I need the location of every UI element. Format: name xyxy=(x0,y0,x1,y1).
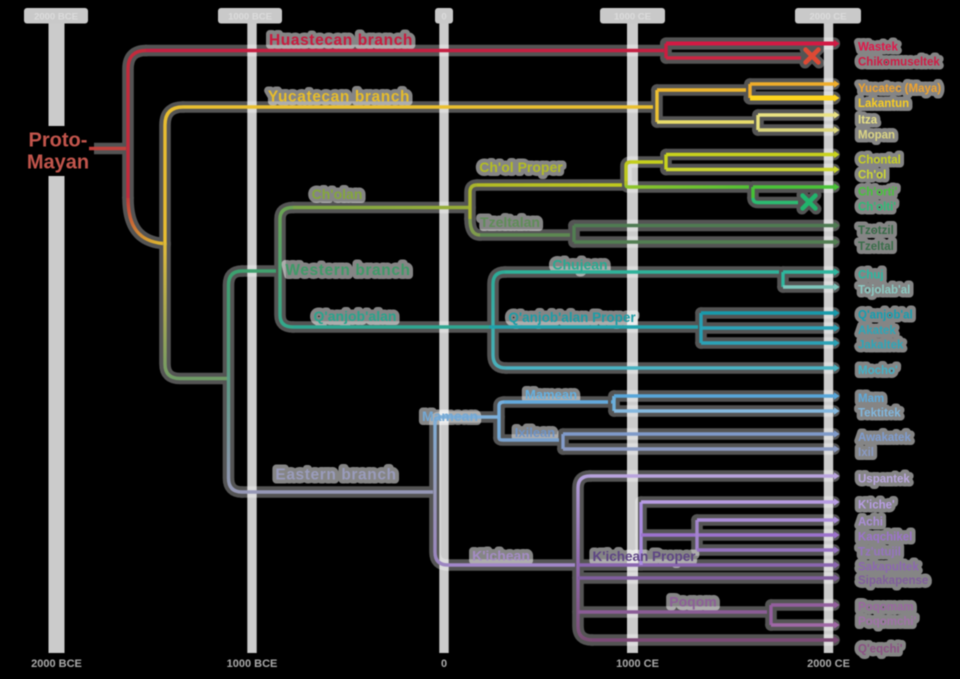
svg-text:0: 0 xyxy=(441,658,447,670)
svg-text:1000 BCE: 1000 BCE xyxy=(227,658,278,670)
svg-text:Tzotzil: Tzotzil xyxy=(858,225,894,237)
svg-text:Tz'utujil: Tz'utujil xyxy=(858,547,901,559)
svg-text:K'iche': K'iche' xyxy=(858,500,895,512)
svg-text:Achi: Achi xyxy=(858,517,883,529)
svg-text:Tzeltal: Tzeltal xyxy=(858,241,894,253)
svg-text:Jakaltek: Jakaltek xyxy=(858,340,904,352)
svg-text:Eastern branch: Eastern branch xyxy=(275,467,396,484)
svg-text:Huastecan branch: Huastecan branch xyxy=(269,32,413,49)
svg-text:Mamean: Mamean xyxy=(422,408,478,424)
svg-text:Chuj: Chuj xyxy=(858,270,884,282)
svg-text:K'ichean: K'ichean xyxy=(472,548,530,564)
svg-text:Wastek: Wastek xyxy=(858,42,898,54)
svg-text:Sakapultek: Sakapultek xyxy=(858,562,919,574)
svg-text:1000 BCE: 1000 BCE xyxy=(228,12,272,23)
svg-text:Tektitek: Tektitek xyxy=(858,408,901,420)
svg-text:Western branch: Western branch xyxy=(285,262,410,279)
svg-text:Sakapultek: Sakapultek xyxy=(858,562,919,574)
svg-text:Mam: Mam xyxy=(858,393,884,405)
svg-text:Poqomam: Poqomam xyxy=(858,602,914,614)
svg-text:2000 CE: 2000 CE xyxy=(810,12,847,23)
svg-text:Yucatecan branch: Yucatecan branch xyxy=(268,89,410,106)
svg-text:Jakaltek: Jakaltek xyxy=(858,340,904,352)
svg-text:Mopan: Mopan xyxy=(858,130,895,142)
svg-text:Mopan: Mopan xyxy=(858,130,895,142)
svg-text:Mocho': Mocho' xyxy=(858,365,898,377)
svg-text:Q'anjob'al: Q'anjob'al xyxy=(858,310,913,322)
svg-text:Chontal: Chontal xyxy=(858,155,901,167)
svg-text:K'ichean Proper: K'ichean Proper xyxy=(593,549,697,564)
svg-text:Ch'ol: Ch'ol xyxy=(858,170,886,182)
svg-text:Ch'olan: Ch'olan xyxy=(312,186,363,202)
svg-text:Yucatec (Maya): Yucatec (Maya) xyxy=(858,83,941,95)
svg-text:Proto-: Proto- xyxy=(29,130,88,152)
svg-text:Chontal: Chontal xyxy=(858,155,901,167)
svg-text:Awakatek: Awakatek xyxy=(858,432,911,444)
svg-text:Eastern branch: Eastern branch xyxy=(275,467,396,484)
svg-text:Ch'ol: Ch'ol xyxy=(858,170,886,182)
svg-text:Lakantun: Lakantun xyxy=(858,98,909,110)
svg-text:Tektitek: Tektitek xyxy=(858,408,901,420)
svg-text:Uspantek: Uspantek xyxy=(858,474,910,486)
svg-text:Q'anjob'alan Proper: Q'anjob'alan Proper xyxy=(508,310,636,325)
svg-text:Chujean: Chujean xyxy=(552,257,607,273)
svg-text:Western branch: Western branch xyxy=(285,262,410,279)
svg-text:2000 CE: 2000 CE xyxy=(807,658,850,670)
svg-text:Kaqchikel: Kaqchikel xyxy=(858,532,912,544)
svg-text:Tojolab'al: Tojolab'al xyxy=(858,285,910,297)
svg-text:Chikomuseltek: Chikomuseltek xyxy=(858,57,940,69)
svg-text:Akatek: Akatek xyxy=(858,325,896,337)
svg-text:Tzeltalan: Tzeltalan xyxy=(480,214,540,230)
svg-text:Q'anjob'al: Q'anjob'al xyxy=(858,310,913,322)
svg-text:Achi: Achi xyxy=(858,517,883,529)
svg-text:Ixil: Ixil xyxy=(858,447,874,459)
svg-text:Mayan: Mayan xyxy=(27,152,89,174)
svg-text:Sipakapense: Sipakapense xyxy=(858,575,928,587)
svg-text:1000 CE: 1000 CE xyxy=(616,658,659,670)
svg-text:Ch'orti': Ch'orti' xyxy=(858,187,898,199)
svg-text:2000 BCE: 2000 BCE xyxy=(31,658,82,670)
svg-text:Ch'olti': Ch'olti' xyxy=(858,202,896,214)
svg-text:Poqom: Poqom xyxy=(669,594,716,610)
svg-text:2000 BCE: 2000 BCE xyxy=(34,12,78,23)
svg-text:Ch'orti': Ch'orti' xyxy=(858,187,898,199)
svg-text:Kaqchikel: Kaqchikel xyxy=(858,532,912,544)
svg-text:Poqomchi': Poqomchi' xyxy=(858,616,917,628)
svg-text:Chuj: Chuj xyxy=(858,270,884,282)
svg-text:K'ichean Proper: K'ichean Proper xyxy=(593,549,697,564)
svg-text:Lakantun: Lakantun xyxy=(858,98,909,110)
svg-text:Q'anjob'alan: Q'anjob'alan xyxy=(314,308,397,324)
svg-text:0: 0 xyxy=(441,12,446,23)
svg-text:Tzeltal: Tzeltal xyxy=(858,241,894,253)
svg-text:Ch'ol Proper: Ch'ol Proper xyxy=(479,159,563,175)
svg-text:Ixilean: Ixilean xyxy=(515,425,556,440)
svg-text:Tojolab'al: Tojolab'al xyxy=(858,285,910,297)
svg-text:Wastek: Wastek xyxy=(858,42,898,54)
svg-text:Mamean: Mamean xyxy=(525,387,577,402)
svg-text:Ixil: Ixil xyxy=(858,447,874,459)
svg-text:Mamean: Mamean xyxy=(525,387,577,402)
svg-text:Q'eqchi': Q'eqchi' xyxy=(858,644,903,656)
svg-text:Itza: Itza xyxy=(858,115,878,127)
svg-text:Yucatec (Maya): Yucatec (Maya) xyxy=(858,83,941,95)
svg-text:Tz'utujil: Tz'utujil xyxy=(858,547,901,559)
svg-text:Awakatek: Awakatek xyxy=(858,432,911,444)
svg-text:Poqomam: Poqomam xyxy=(858,602,914,614)
svg-text:Ch'olti': Ch'olti' xyxy=(858,202,896,214)
svg-text:Mam: Mam xyxy=(858,393,884,405)
svg-text:Tzotzil: Tzotzil xyxy=(858,225,894,237)
svg-text:K'iche': K'iche' xyxy=(858,500,895,512)
svg-text:Poqomchi': Poqomchi' xyxy=(858,616,917,628)
svg-text:Chikomuseltek: Chikomuseltek xyxy=(858,57,940,69)
svg-text:Mocho': Mocho' xyxy=(858,365,898,377)
svg-text:Ixilean: Ixilean xyxy=(515,425,556,440)
svg-text:Q'anjob'alan Proper: Q'anjob'alan Proper xyxy=(508,310,636,325)
svg-text:Itza: Itza xyxy=(858,115,878,127)
svg-text:1000 CE: 1000 CE xyxy=(614,12,651,23)
svg-text:Akatek: Akatek xyxy=(858,325,896,337)
svg-text:Uspantek: Uspantek xyxy=(858,474,910,486)
svg-text:Q'eqchi': Q'eqchi' xyxy=(858,644,903,656)
svg-text:Sipakapense: Sipakapense xyxy=(858,575,928,587)
